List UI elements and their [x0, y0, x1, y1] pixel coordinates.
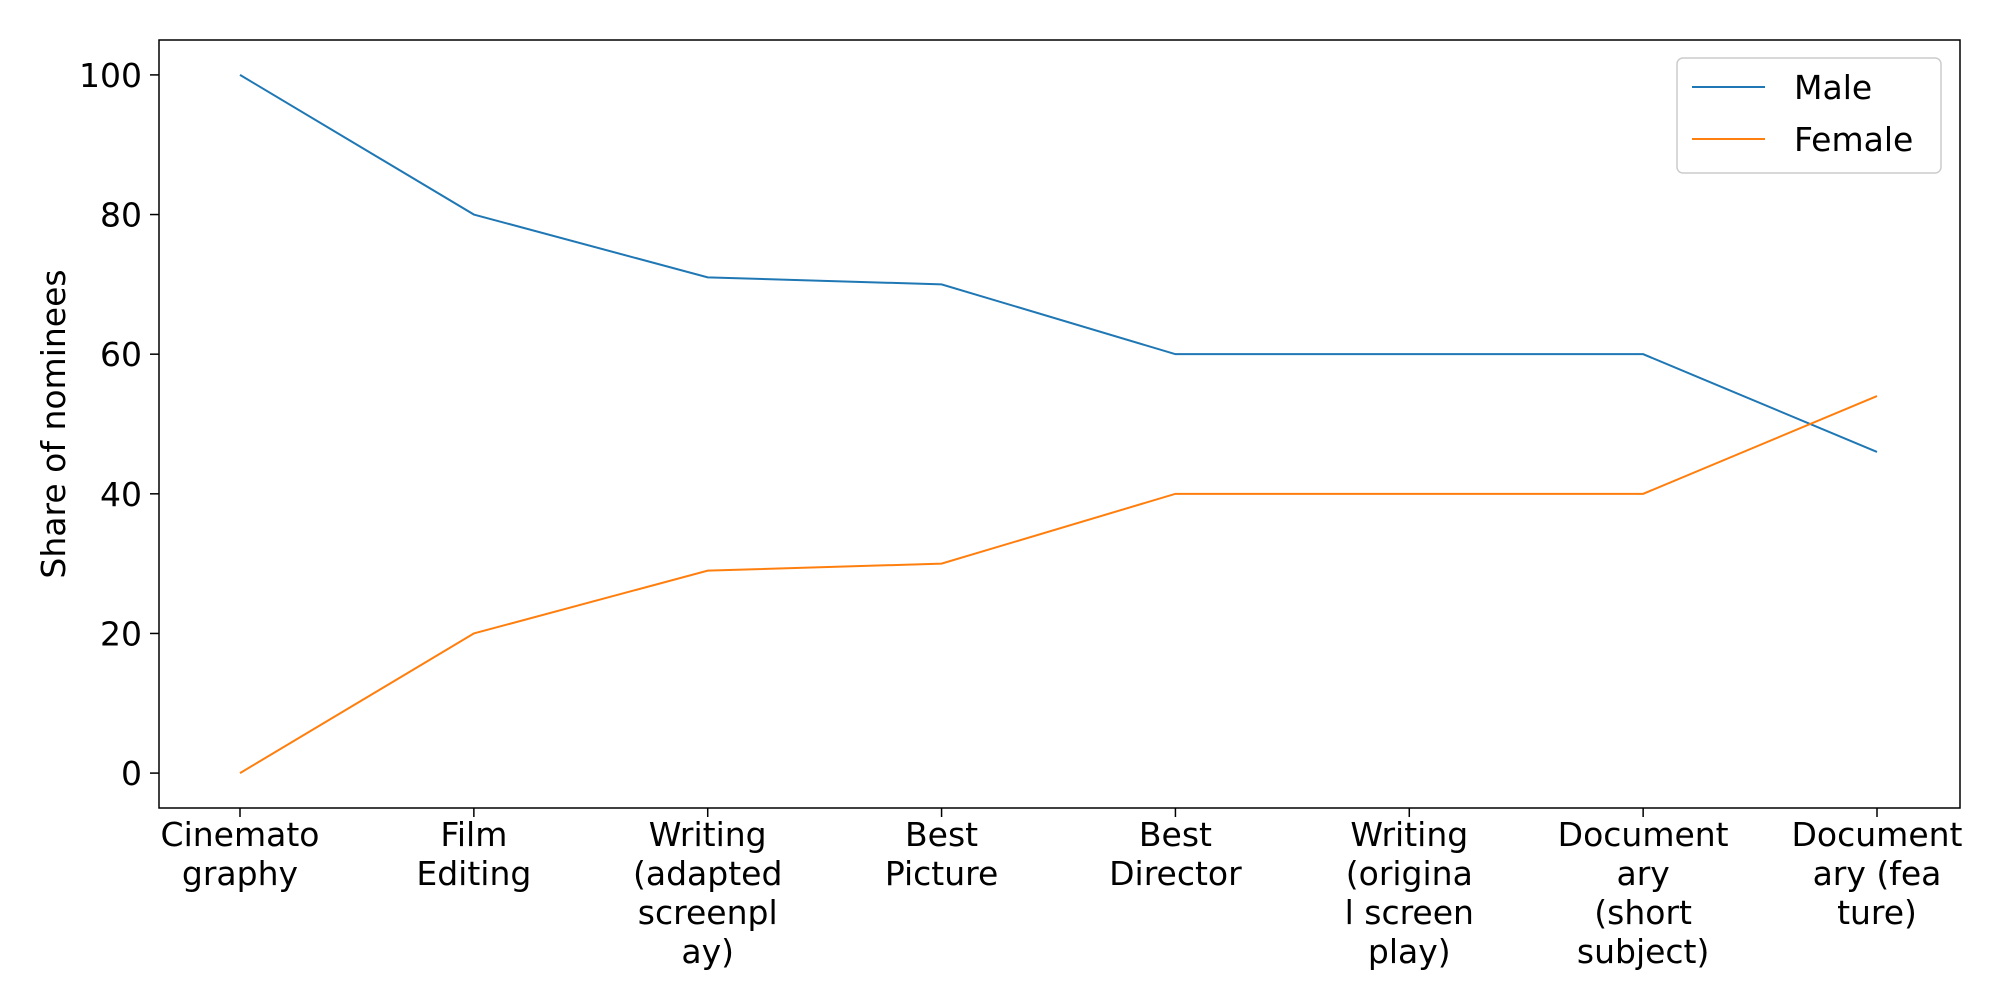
- x-tick-label-line: graphy: [182, 854, 298, 893]
- x-tick-label-line: ary (fea: [1813, 854, 1942, 893]
- x-tick-label-line: screenpl: [638, 893, 778, 932]
- y-axis-label: Share of nominees: [34, 269, 73, 578]
- y-axis-ticks: 0 20 40 60 80 100: [79, 56, 159, 793]
- x-tick-label-line: l screen: [1345, 893, 1474, 932]
- x-tick-label-line: ary: [1616, 854, 1669, 893]
- x-tick-label-line: ture): [1837, 893, 1917, 932]
- x-tick-label-line: Picture: [885, 854, 999, 893]
- x-tick-label: Cinemato graphy: [161, 815, 320, 893]
- y-tick-label: 0: [121, 754, 142, 793]
- y-tick-label: 40: [100, 475, 142, 514]
- x-tick-label-line: Film: [440, 815, 507, 854]
- x-tick-label: Writing (origina l screen play): [1345, 815, 1474, 971]
- x-tick-label-line: Best: [1139, 815, 1212, 854]
- x-tick-label-line: Best: [905, 815, 978, 854]
- series-line-female: [239, 395, 1878, 774]
- x-tick-label: Best Picture: [885, 815, 999, 893]
- y-tick-label: 60: [100, 335, 142, 374]
- series-lines: [239, 74, 1878, 774]
- x-tick-label-line: play): [1368, 932, 1451, 971]
- x-tick-label: Writing (adapted screenpl ay): [633, 815, 782, 971]
- x-tick-label-line: (adapted: [633, 854, 782, 893]
- x-tick-label: Document ary (short subject): [1558, 815, 1729, 971]
- x-tick-label-line: Document: [1792, 815, 1963, 854]
- x-tick-label: Best Director: [1109, 815, 1242, 893]
- x-tick-label: Document ary (fea ture): [1792, 815, 1963, 932]
- y-tick-label: 80: [100, 196, 142, 235]
- x-tick-label-line: ay): [681, 932, 734, 971]
- x-tick-label-line: Cinemato: [161, 815, 320, 854]
- x-tick-label-line: Editing: [416, 854, 531, 893]
- legend-label-male: Male: [1794, 68, 1872, 107]
- y-tick-label: 100: [79, 56, 142, 95]
- x-tick-label-line: (origina: [1346, 854, 1473, 893]
- x-tick-label-line: Director: [1109, 854, 1242, 893]
- x-tick-label-line: subject): [1577, 932, 1709, 971]
- legend: Male Female: [1676, 57, 1942, 174]
- x-tick-label-line: Writing: [649, 815, 767, 854]
- x-tick-label-line: (short: [1594, 893, 1692, 932]
- series-line-male: [239, 74, 1878, 453]
- legend-label-female: Female: [1794, 120, 1913, 159]
- y-tick-label: 20: [100, 614, 142, 653]
- plot-frame: [158, 39, 1961, 809]
- x-tick-label-line: Document: [1558, 815, 1729, 854]
- x-tick-label-line: Writing: [1350, 815, 1468, 854]
- x-tick-label: Film Editing: [416, 815, 531, 893]
